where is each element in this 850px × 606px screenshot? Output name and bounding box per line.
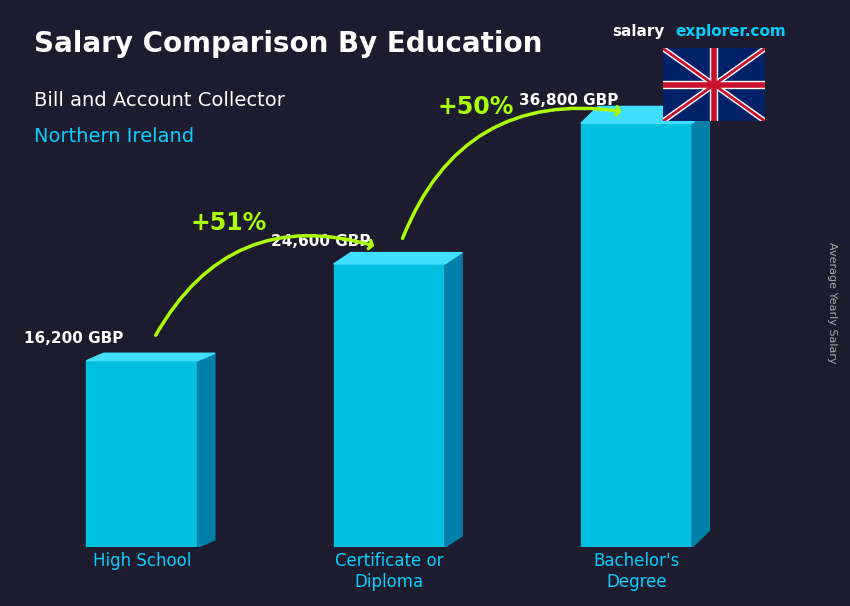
Polygon shape [333,253,462,264]
Polygon shape [87,353,215,361]
Text: Northern Ireland: Northern Ireland [34,127,194,146]
Polygon shape [692,107,710,547]
Polygon shape [445,253,462,547]
Bar [581,124,692,547]
Text: +50%: +50% [438,95,514,119]
Bar [333,264,445,547]
Text: +51%: +51% [190,211,267,235]
Text: Salary Comparison By Education: Salary Comparison By Education [34,30,542,58]
Bar [87,361,197,547]
Polygon shape [581,107,710,124]
Text: 36,800 GBP: 36,800 GBP [518,93,618,108]
Text: Bill and Account Collector: Bill and Account Collector [34,91,285,110]
Text: explorer.com: explorer.com [676,24,786,39]
Text: Average Yearly Salary: Average Yearly Salary [827,242,837,364]
Text: salary: salary [612,24,665,39]
Polygon shape [197,353,215,547]
Text: 24,600 GBP: 24,600 GBP [271,234,371,249]
Text: 16,200 GBP: 16,200 GBP [25,331,124,346]
